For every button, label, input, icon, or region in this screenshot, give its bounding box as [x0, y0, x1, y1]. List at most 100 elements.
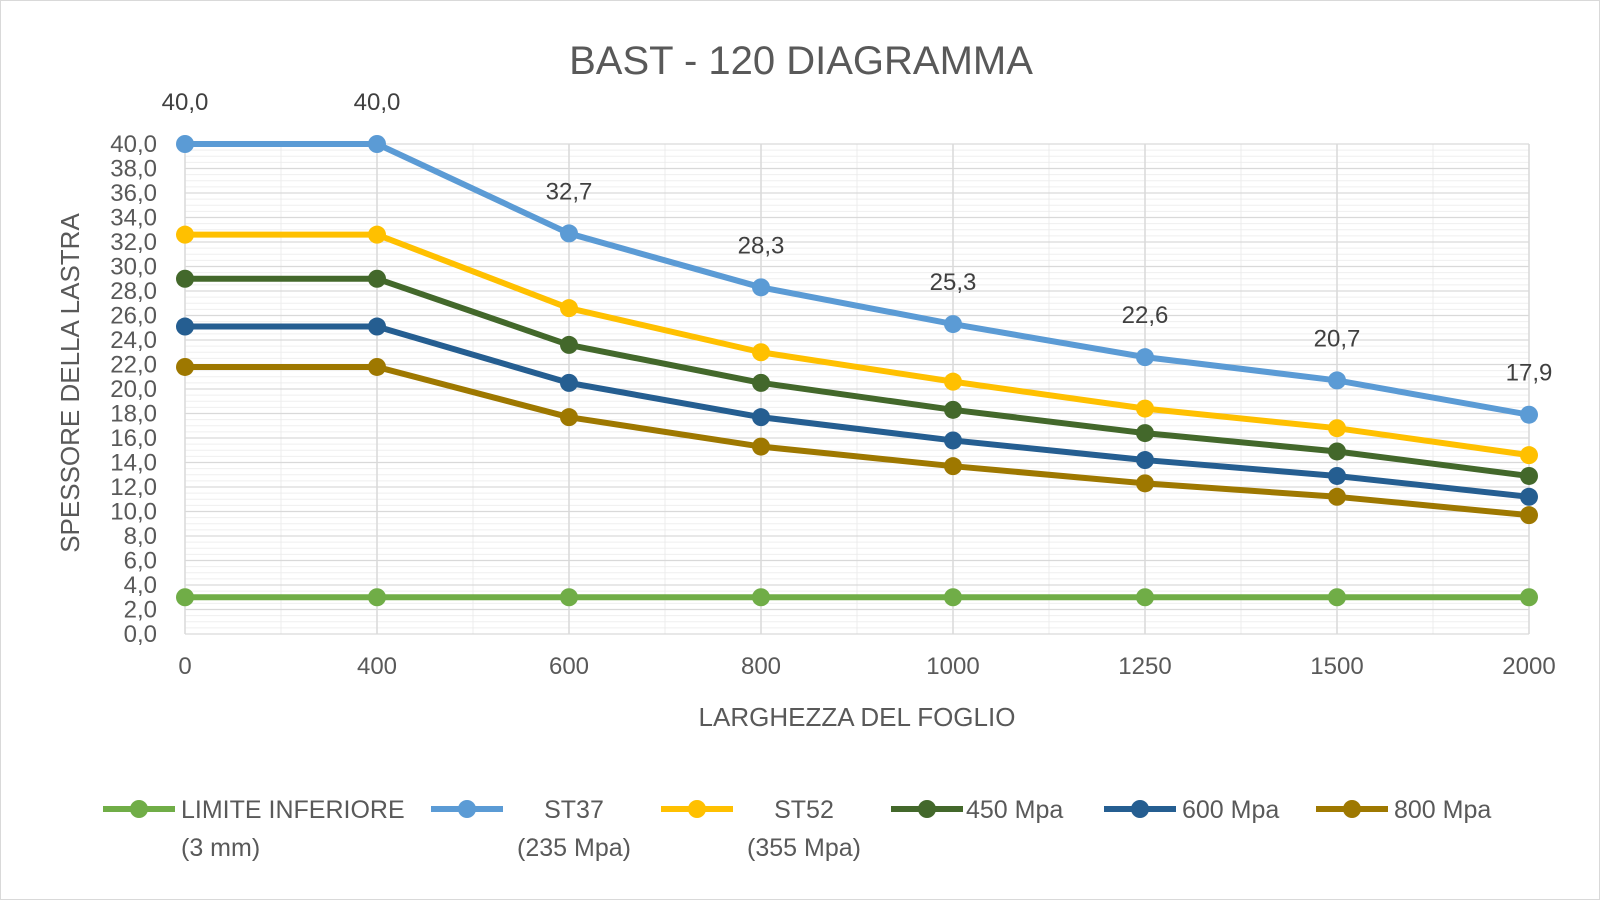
data-point [560, 224, 578, 243]
legend-marker [1343, 800, 1361, 818]
data-point [944, 315, 962, 334]
y-axis-label: SPESSORE DELLA LASTRA [55, 213, 85, 553]
x-axis-label: LARGHEZZA DEL FOGLIO [699, 702, 1016, 732]
legend-marker [1131, 800, 1149, 818]
y-tick-label: 6,0 [124, 548, 157, 575]
data-point [1520, 466, 1538, 485]
legend-label: (3 mm) [181, 834, 260, 862]
series-layer [176, 135, 1538, 607]
y-tick-label: 40,0 [110, 131, 157, 158]
series-line [185, 323, 1530, 500]
data-label: 22,6 [1122, 302, 1169, 329]
data-point [560, 335, 578, 354]
y-tick-label: 4,0 [124, 572, 157, 599]
chart-title: BAST - 120 DIAGRAMMA [569, 39, 1033, 83]
data-point [176, 225, 194, 244]
legend-item: ST52 (355 Mpa) [661, 796, 861, 862]
data-point [176, 588, 194, 607]
x-tick-label: 1000 [926, 653, 979, 680]
data-point [752, 278, 770, 297]
data-point [944, 457, 962, 476]
series-line [185, 141, 1530, 418]
data-point [752, 373, 770, 392]
series-2 [176, 225, 1538, 465]
data-point [560, 373, 578, 392]
data-point [1520, 405, 1538, 424]
data-point [1328, 487, 1346, 506]
data-label: 32,7 [546, 178, 593, 205]
x-tick-label: 600 [549, 653, 589, 680]
y-tick-label: 36,0 [110, 180, 157, 207]
data-point [368, 357, 386, 376]
y-tick-label: 32,0 [110, 229, 157, 256]
x-tick-label: 2000 [1502, 653, 1555, 680]
data-point [1136, 399, 1154, 418]
series-3 [176, 269, 1538, 485]
x-tick-label: 1250 [1118, 653, 1171, 680]
series-line [185, 363, 1530, 519]
y-tick-label: 16,0 [110, 425, 157, 452]
data-labels: 40,0 40,0 32,7 28,3 25,3 22,6 20,7 17,9 [162, 89, 1553, 387]
data-point [1136, 474, 1154, 493]
legend-label: 600 Mpa [1182, 796, 1279, 824]
y-tick-label: 20,0 [110, 376, 157, 403]
legend-item: 800 Mpa [1316, 796, 1491, 824]
y-tick-label: 38,0 [110, 156, 157, 183]
x-tick-label: 0 [178, 653, 191, 680]
legend-marker [918, 800, 936, 818]
series-1 [176, 135, 1538, 424]
data-point [1136, 348, 1154, 367]
legend-item: 450 Mpa [891, 796, 1063, 824]
series-5 [176, 357, 1538, 525]
x-tick-label: 400 [357, 653, 397, 680]
data-label: 40,0 [162, 89, 209, 116]
data-point [1328, 419, 1346, 438]
data-point [944, 372, 962, 391]
y-tick-label: 18,0 [110, 401, 157, 428]
legend-label: 450 Mpa [966, 796, 1063, 824]
data-point [560, 408, 578, 427]
data-point [368, 269, 386, 288]
data-point [752, 437, 770, 456]
data-point [944, 400, 962, 419]
y-tick-label: 24,0 [110, 327, 157, 354]
data-point [560, 299, 578, 318]
data-point [1136, 451, 1154, 470]
x-tick-label: 800 [741, 653, 781, 680]
data-point [368, 135, 386, 153]
x-tick-label: 1500 [1310, 653, 1363, 680]
legend-item: LIMITE INFERIORE (3 mm) [103, 796, 405, 862]
data-point [944, 431, 962, 450]
data-label: 40,0 [354, 89, 401, 116]
y-tick-label: 14,0 [110, 450, 157, 477]
data-point [1328, 371, 1346, 390]
legend-marker [688, 800, 706, 818]
legend-label: (355 Mpa) [747, 834, 861, 862]
grid [184, 143, 1530, 635]
data-point [752, 408, 770, 427]
data-point [752, 343, 770, 362]
data-label: 20,7 [1314, 325, 1361, 352]
series-4 [176, 317, 1538, 506]
data-point [368, 225, 386, 244]
data-point [1328, 466, 1346, 485]
y-tick-label: 12,0 [110, 474, 157, 501]
legend: LIMITE INFERIORE (3 mm) ST37 (235 Mpa) ST52 (… [103, 796, 1491, 862]
series-line [185, 231, 1530, 459]
y-tick-label: 0,0 [124, 621, 157, 648]
data-point [560, 588, 578, 607]
data-point [1136, 424, 1154, 443]
legend-item: 600 Mpa [1104, 796, 1279, 824]
data-point [1136, 588, 1154, 607]
y-tick-label: 34,0 [110, 205, 157, 232]
data-point [368, 588, 386, 607]
x-axis-ticks: 0 400 600 800 1000 1250 1500 2000 [178, 653, 1555, 680]
data-point [1520, 506, 1538, 525]
legend-label: 800 Mpa [1394, 796, 1491, 824]
data-point [752, 588, 770, 607]
data-point [176, 357, 194, 376]
y-tick-label: 22,0 [110, 352, 157, 379]
data-point [176, 269, 194, 288]
y-tick-label: 2,0 [124, 597, 157, 624]
